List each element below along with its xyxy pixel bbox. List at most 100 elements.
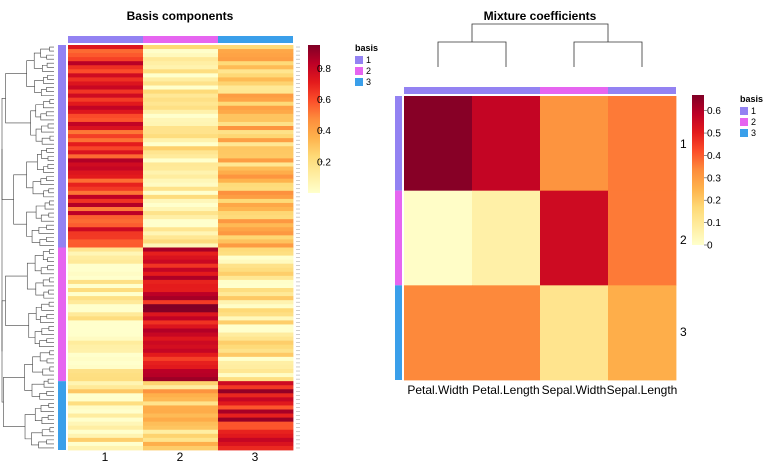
basis-cell [218,413,294,418]
basis-dendrogram-branch [13,174,27,225]
mixture-cell-r3-petal-length [472,285,541,381]
basis-dendrogram-branch [31,432,43,446]
basis-cell [218,288,294,293]
mixture-legend-label-1: 1 [751,106,756,116]
basis-cell [143,332,219,337]
basis-legend-swatch-2 [355,67,363,75]
basis-cell [218,190,294,196]
basis-cell [68,170,144,175]
basis-cell [68,178,144,184]
basis-dendrogram-branch [40,214,54,222]
basis-dendrogram-branch [44,202,54,210]
mixture-colorbar-tick-label: 0 [707,241,713,252]
basis-cell [143,340,219,346]
basis-cell [68,393,144,398]
basis-cell [68,235,144,240]
basis-cell [218,146,294,151]
basis-cell [68,348,144,354]
basis-cell [218,271,294,277]
basis-cell [143,174,219,180]
basis-colorbar-gradient [308,45,320,193]
basis-dendrogram-branch [43,190,54,198]
basis-cell [218,369,294,374]
basis-dendrogram-branch [37,154,44,170]
mixture-row-label-3: 3 [680,325,687,339]
basis-cell [143,324,219,329]
basis-dendrogram-branch [34,331,42,344]
basis-cell [143,227,219,232]
basis-dendrogram-branch [45,111,54,117]
basis-cell [218,336,294,342]
basis-dendrogram-branch [46,358,54,364]
mixture-column-annotation-2 [540,87,608,94]
basis-cell [218,73,294,78]
basis-col-label-2: 2 [177,450,184,464]
basis-cell [218,211,294,216]
basis-cell [68,381,144,386]
basis-dendrogram-branch [1,97,14,200]
basis-cell [218,360,294,366]
basis-cell [143,243,219,248]
basis-dendrogram-branch [47,164,54,169]
basis-cell [218,235,294,240]
basis-cell [143,150,219,155]
basis-cell [143,65,219,70]
mixture-cell-r2-sepal-length [608,190,677,286]
basis-cell [143,312,219,317]
basis-column-annotation-3 [218,36,293,43]
basis-cell [143,283,219,289]
basis-cell [68,389,144,394]
basis-cell [143,421,219,427]
basis-cell [68,433,144,439]
basis-cell [68,369,144,374]
mixture-cell-r2-petal-length [472,190,541,286]
mixture-col-label-petal-width: Petal.Width [407,383,468,397]
basis-cell [68,312,144,317]
basis-cell [68,158,144,163]
basis-cell [218,105,294,111]
basis-dendrogram-branch [41,125,54,133]
basis-dendrogram-branch [41,89,54,96]
basis-cell [218,300,294,305]
basis-heatmap-cells [68,45,294,451]
basis-cell [218,121,294,127]
basis-cell [218,154,294,159]
basis-cell [143,219,219,224]
basis-cell [68,377,144,382]
basis-dendrogram-branch [43,77,54,84]
basis-cell [143,320,219,325]
basis-dendrogram-branch [39,352,50,362]
basis-legend-title: basis [355,43,378,53]
basis-cell [218,304,294,309]
basis-cell [218,150,294,155]
mixture-cell-r1-sepal-width [540,96,609,192]
basis-cell [218,417,294,423]
basis-dendrogram-branch [48,403,54,408]
basis-cell [218,320,294,325]
basis-title: Basis components [127,9,234,23]
basis-dendrogram-branch [47,257,54,262]
basis-cell [68,65,144,70]
mixture-column-annotation-1 [404,87,472,94]
basis-legend-swatch-3 [355,78,363,86]
basis-dendrogram-branch [39,393,54,400]
mixture-row-annotation-1 [395,96,402,191]
basis-dendrogram-branch [47,123,54,129]
basis-colorbar-tick-label: 0.8 [317,64,331,75]
basis-cell [143,182,219,188]
basis-cell [68,57,144,62]
basis-cell [68,425,144,431]
basis-cell [218,178,294,184]
basis-column-annotation [68,36,293,43]
basis-cell [218,93,294,99]
basis-cell [68,324,144,329]
basis-dendrogram-branch [42,64,54,72]
basis-cell [143,146,219,151]
basis-cell [68,194,144,200]
basis-cell [218,158,294,163]
basis-cell [143,437,219,443]
basis-cell [218,186,294,192]
basis-cell [143,425,219,431]
mixture-colorbar-tick-label: 0.1 [707,218,721,229]
mixture-row-annotation [395,96,402,380]
